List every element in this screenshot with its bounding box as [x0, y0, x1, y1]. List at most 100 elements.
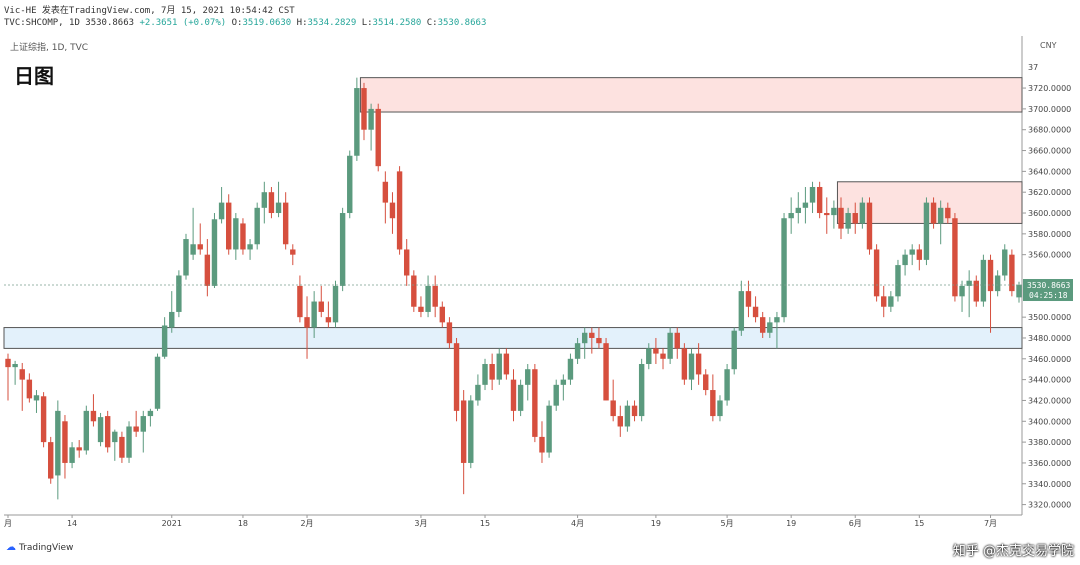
candle-down: [460, 400, 467, 463]
candle-down: [503, 353, 510, 375]
y-tick-label: 3720.0000: [1028, 84, 1071, 93]
candle-down: [987, 259, 994, 292]
candle-up: [169, 311, 175, 328]
candle-down: [866, 202, 873, 250]
candle-down: [411, 275, 417, 307]
candle-down: [133, 426, 139, 432]
ticker-label: 上证综指, 1D, TVC: [10, 43, 89, 53]
chart-title: 日图: [14, 64, 54, 88]
candle-down: [282, 202, 289, 245]
candle-up: [845, 213, 851, 229]
tradingview-logo[interactable]: ☁ TradingView: [6, 542, 73, 553]
y-tick-label: 3460.0000: [1028, 355, 1071, 364]
candle-down: [48, 442, 54, 479]
candle-down: [432, 285, 438, 307]
candle-up: [112, 431, 118, 443]
candle-up: [525, 369, 531, 385]
y-tick-label: 3500.0000: [1028, 313, 1071, 322]
candle-up: [667, 332, 673, 359]
x-tick-label: 14: [67, 519, 77, 528]
candle-up: [161, 325, 168, 357]
y-tick-label: 3480.0000: [1028, 334, 1071, 343]
candle-down: [945, 207, 951, 219]
candle-down: [90, 410, 97, 422]
symbol-label: TVC:SHCOMP, 1D: [4, 18, 80, 28]
candle-up: [183, 239, 189, 276]
candle-down: [852, 213, 858, 224]
y-tick-label: 3440.0000: [1028, 376, 1071, 385]
candle-up: [624, 405, 631, 427]
candle-down: [973, 280, 979, 302]
candle-down: [453, 343, 460, 411]
candle-up: [254, 207, 260, 245]
candle-up: [574, 343, 581, 359]
candle-down: [660, 353, 666, 359]
candle-up: [859, 202, 866, 224]
candle-down: [539, 436, 545, 453]
y-tick-label-top: 37: [1028, 63, 1038, 72]
candle-up: [154, 356, 161, 409]
x-tick-label: 7月: [984, 519, 997, 528]
candle-down: [532, 369, 538, 437]
open-label: O:: [231, 18, 243, 28]
candle-up: [55, 410, 61, 476]
candle-down: [674, 332, 680, 349]
candle-down: [40, 396, 47, 443]
candle-down: [510, 379, 517, 411]
candle-up: [475, 384, 481, 401]
candle-up: [1016, 284, 1022, 298]
low-label: L:: [361, 18, 373, 28]
candle-up: [717, 400, 723, 417]
tradingview-cloud-icon: ☁: [6, 542, 16, 553]
candle-up: [211, 219, 218, 286]
x-tick-label: 3月: [414, 519, 427, 528]
candle-up: [767, 322, 773, 333]
x-tick-label: 月: [4, 519, 12, 528]
candle-up: [69, 447, 75, 463]
candle-down: [596, 337, 602, 344]
y-tick-label: 3340.0000: [1028, 480, 1071, 489]
candle-down: [752, 306, 759, 318]
candle-down: [589, 332, 595, 338]
publish-info-text: Vic-HE 发表在TradingView.com, 7月 15, 2021 1…: [4, 6, 295, 16]
candle-up: [33, 395, 40, 401]
x-tick-label: 2月: [300, 519, 313, 528]
candle-down: [240, 223, 246, 250]
candle-down: [418, 306, 424, 312]
candle-down: [930, 202, 937, 224]
candle-up: [567, 358, 574, 380]
candle-down: [881, 296, 887, 307]
candle-down: [489, 364, 495, 380]
candle-down: [104, 416, 111, 448]
candle-up: [994, 275, 1001, 292]
x-tick-label: 5月: [721, 519, 734, 528]
candle-down: [226, 202, 232, 250]
current-price-value: 3530.8663: [1027, 281, 1071, 290]
candle-up: [190, 244, 196, 255]
candle-down: [403, 249, 410, 276]
candle-up: [12, 364, 18, 368]
y-tick-label: 3360.0000: [1028, 459, 1071, 468]
support-zone: [3, 327, 1023, 349]
candle-down: [439, 306, 446, 323]
candle-up: [923, 202, 930, 260]
candle-down: [610, 400, 616, 417]
candle-down: [824, 213, 830, 216]
candle-up: [724, 369, 730, 401]
candle-down: [631, 405, 638, 417]
candle-down: [703, 374, 709, 391]
x-tick-label: 4月: [571, 519, 584, 528]
y-tick-label: 3420.0000: [1028, 396, 1071, 405]
y-tick-label: 3700.0000: [1028, 105, 1071, 114]
high-value: 3534.2829: [307, 18, 357, 28]
candle-down: [5, 358, 11, 368]
open-value: 3519.0630: [242, 18, 292, 28]
candle-up: [809, 186, 816, 203]
candle-up: [959, 285, 965, 297]
candle-down: [19, 369, 25, 380]
candle-down: [204, 254, 211, 286]
x-tick-label: 19: [651, 519, 661, 528]
y-tick-label: 3660.0000: [1028, 147, 1071, 156]
candle-up: [888, 296, 894, 307]
